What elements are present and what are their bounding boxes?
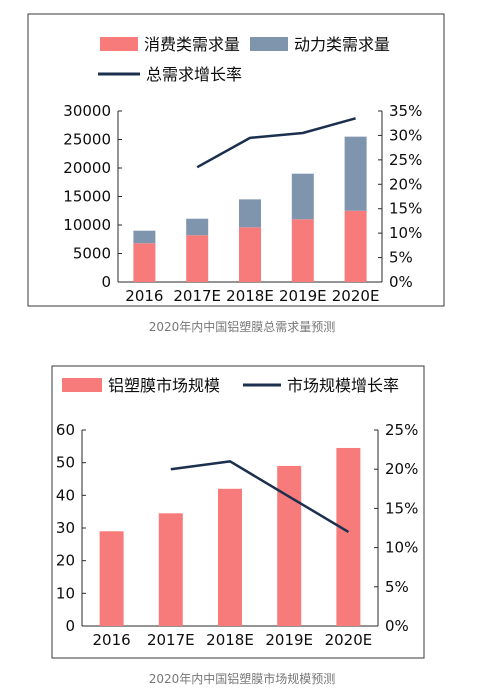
- left-axis-tick-label: 50: [56, 454, 75, 472]
- left-axis-tick-label: 0: [101, 273, 111, 291]
- left-axis-tick-label: 15000: [63, 188, 111, 206]
- chart-panel-market-size: 0 10 20 30 40 50 60 0% 5% 10% 15% 20% 25% 2016 2017E 20…: [0, 352, 484, 698]
- bar-primary: [158, 513, 183, 626]
- chart-caption: 2020年内中国铝塑膜总需求量预测: [148, 320, 336, 334]
- x-axis-tick-label: 2020E: [325, 631, 373, 649]
- right-axis-tick-label: 20%: [385, 460, 418, 478]
- right-axis-tick-label: 10%: [385, 539, 418, 557]
- x-axis-tick-label: 2016: [125, 287, 163, 305]
- left-axis-tick-label: 10000: [63, 216, 111, 234]
- chart-market-size: 0 10 20 30 40 50 60 0% 5% 10% 15% 20% 25% 2016 2017E 20…: [51, 365, 425, 659]
- x-axis-tick-label: 2017E: [173, 287, 221, 305]
- x-axis-tick-label: 2019E: [265, 631, 313, 649]
- bar-primary: [133, 243, 156, 282]
- left-axis-tick-label: 30000: [63, 102, 111, 120]
- legend-swatch: [250, 37, 288, 51]
- left-axis-tick-label: 30: [56, 519, 75, 537]
- right-axis-tick-label: 15%: [385, 499, 418, 517]
- legend-label: 市场规模增长率: [287, 376, 399, 395]
- legend-label: 动力类需求量: [294, 35, 390, 54]
- bar-primary: [336, 447, 361, 626]
- left-axis-tick-label: 60: [56, 421, 75, 439]
- x-axis-tick-label: 2019E: [279, 287, 327, 305]
- right-axis-tick-label: 5%: [389, 249, 413, 267]
- left-axis-tick-label: 25000: [63, 131, 111, 149]
- x-axis-tick-label: 2017E: [147, 631, 195, 649]
- right-axis-tick-label: 0%: [385, 617, 409, 635]
- chart-panel-total-demand: 0 5000 10000 15000 20000 25000 30000 0% 5% 10% 15%…: [0, 0, 484, 340]
- left-axis-tick-label: 20000: [63, 159, 111, 177]
- bar-primary: [291, 219, 314, 282]
- bar-primary: [218, 488, 242, 626]
- legend-label: 总需求增长率: [146, 65, 242, 84]
- legend-swatch: [100, 37, 138, 51]
- legend-label: 消费类需求量: [144, 35, 240, 54]
- bar-primary: [344, 210, 367, 282]
- x-axis-tick-label: 2016: [93, 631, 131, 649]
- chart-frame: [51, 365, 425, 659]
- chart-frame: [27, 13, 445, 307]
- chart-caption: 2020年内中国铝塑膜市场规模预测: [148, 672, 336, 686]
- growth-rate-line: [170, 460, 350, 533]
- right-axis-tick-label: 30%: [389, 126, 422, 144]
- right-axis-tick-label: 25%: [389, 151, 422, 169]
- left-axis-tick-label: 10: [56, 584, 75, 602]
- right-axis-tick-label: 15%: [389, 200, 422, 218]
- left-axis-tick-label: 20: [56, 552, 75, 570]
- bar-primary: [277, 465, 302, 626]
- right-axis-tick-label: 0%: [389, 273, 413, 291]
- right-axis-tick-label: 10%: [389, 224, 422, 242]
- bar-primary: [239, 227, 261, 282]
- right-axis-tick-label: 5%: [385, 578, 409, 596]
- bar-secondary: [239, 199, 261, 228]
- x-axis-tick-label: 2018E: [206, 631, 254, 649]
- right-axis-tick-label: 20%: [389, 175, 422, 193]
- right-axis-tick-label: 25%: [385, 421, 418, 439]
- legend-label: 铝塑膜市场规模: [108, 376, 220, 395]
- x-axis-tick-label: 2020E: [332, 287, 380, 305]
- left-axis-tick-label: 5000: [73, 245, 111, 263]
- chart-total-demand: 0 5000 10000 15000 20000 25000 30000 0% 5% 10% 15%…: [27, 13, 445, 307]
- left-axis-tick-label: 0: [65, 617, 75, 635]
- x-axis-tick-label: 2018E: [226, 287, 274, 305]
- right-axis-tick-label: 35%: [389, 102, 422, 120]
- legend-swatch: [62, 378, 102, 392]
- bar-primary: [186, 235, 209, 282]
- growth-rate-line: [196, 117, 356, 169]
- bar-secondary: [344, 136, 367, 211]
- bar-primary: [99, 531, 124, 626]
- bar-secondary: [186, 218, 209, 236]
- left-axis-tick-label: 40: [56, 486, 75, 504]
- bar-secondary: [291, 173, 314, 220]
- bar-secondary: [133, 230, 156, 244]
